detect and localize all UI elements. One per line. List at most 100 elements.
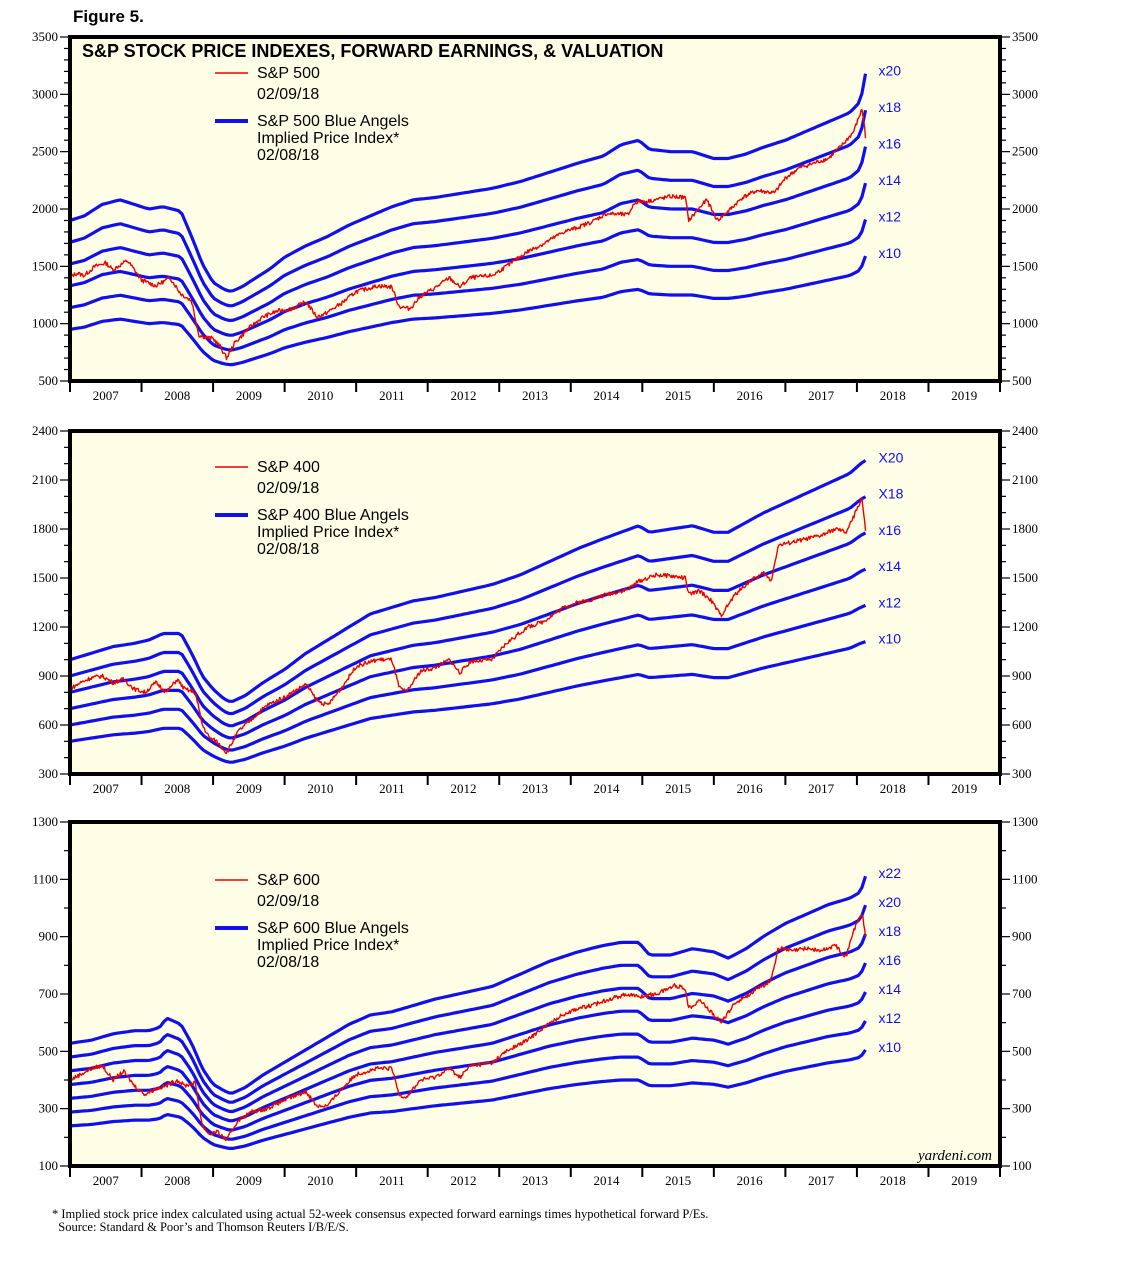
x-tick-label: 2009	[236, 781, 262, 796]
y-tick-label-left: 500	[39, 373, 59, 388]
legend-date-price: 02/09/18	[257, 893, 319, 910]
y-tick-label-right: 2000	[1012, 201, 1038, 216]
multiple-label: x18	[879, 99, 902, 115]
multiple-label: x10	[879, 245, 902, 261]
legend-label-implied-2: Implied Price Index*	[257, 524, 399, 541]
y-tick-label-right: 2100	[1012, 472, 1038, 487]
legend-label-implied: S&P 600 Blue Angels	[257, 920, 409, 937]
x-tick-label: 2007	[93, 388, 120, 403]
legend-label-implied-2: Implied Price Index*	[257, 937, 399, 954]
x-tick-label: 2007	[93, 781, 120, 796]
x-tick-label: 2012	[450, 1173, 476, 1188]
legend-date-price: 02/09/18	[257, 480, 319, 497]
y-tick-label-right: 1500	[1012, 570, 1038, 585]
x-tick-label: 2010	[307, 1173, 333, 1188]
plot-frame	[68, 429, 1002, 776]
x-tick-label: 2008	[164, 781, 190, 796]
y-tick-label-right: 1500	[1012, 258, 1038, 273]
y-tick-label-right: 1100	[1012, 871, 1038, 886]
x-tick-label: 2014	[594, 781, 621, 796]
x-tick-label: 2017	[808, 1173, 835, 1188]
multiple-label: x16	[879, 952, 902, 968]
implied-line-x12	[69, 603, 867, 752]
implied-line-x16	[69, 962, 867, 1123]
x-tick-label: 2010	[307, 781, 333, 796]
legend-date-implied: 02/08/18	[257, 147, 319, 164]
x-tick-label: 2012	[450, 781, 476, 796]
x-tick-label: 2013	[522, 388, 548, 403]
legend-label-price: S&P 600	[257, 872, 320, 889]
y-tick-label-left: 1000	[32, 316, 58, 331]
chart-panel-sp500: 500 500 1000 1000 1500 1500 2000 2000 2500 2500 30…	[32, 29, 1038, 403]
x-tick-label: 2011	[379, 388, 405, 403]
x-tick-label: 2018	[880, 781, 906, 796]
footnote-line-1: * Implied stock price index calculated u…	[52, 1207, 709, 1221]
x-tick-label: 2007	[93, 1173, 120, 1188]
y-tick-label-right: 600	[1012, 717, 1032, 732]
y-tick-label-left: 900	[39, 668, 59, 683]
chart-title: S&P STOCK PRICE INDEXES, FORWARD EARNING…	[82, 41, 663, 61]
y-tick-label-left: 300	[39, 766, 59, 781]
y-tick-label-right: 900	[1012, 929, 1032, 944]
y-tick-label-left: 900	[39, 929, 59, 944]
x-tick-label: 2014	[594, 388, 621, 403]
legend-label-price: S&P 400	[257, 459, 320, 476]
y-tick-label-right: 1300	[1012, 814, 1038, 829]
implied-line-x18	[69, 933, 867, 1114]
plot-area	[70, 431, 1000, 774]
x-tick-label: 2019	[951, 1173, 977, 1188]
multiple-label: x20	[879, 894, 902, 910]
x-tick-label: 2010	[307, 388, 333, 403]
y-tick-label-left: 2100	[32, 472, 58, 487]
x-tick-label: 2008	[164, 388, 190, 403]
watermark: yardeni.com	[916, 1148, 992, 1164]
y-tick-label-left: 3500	[32, 29, 58, 44]
multiple-label: x10	[879, 631, 902, 647]
chart-panel-sp400: 300 300 600 600 900 900 1200 1200 1500 1500 1800 18…	[32, 423, 1038, 796]
x-tick-label: 2016	[737, 781, 764, 796]
implied-line-x20	[69, 459, 867, 703]
y-tick-label-left: 300	[39, 1101, 59, 1116]
implied-line-x18	[69, 495, 867, 716]
multiple-label: x20	[879, 63, 902, 79]
x-tick-label: 2019	[951, 781, 977, 796]
implied-line-x10	[69, 255, 868, 367]
y-tick-label-right: 1200	[1012, 619, 1038, 634]
y-tick-label-right: 3000	[1012, 86, 1038, 101]
implied-line-x20	[69, 904, 868, 1104]
x-tick-label: 2018	[880, 1173, 906, 1188]
footnote-line-2: Source: Standard & Poor’s and Thomson Re…	[52, 1220, 349, 1234]
multiple-label: x14	[879, 981, 902, 997]
implied-line-x16	[69, 146, 868, 322]
legend-date-price: 02/09/18	[257, 86, 319, 103]
implied-line-x14	[69, 567, 867, 740]
y-tick-label-right: 900	[1012, 668, 1032, 683]
y-tick-label-left: 1300	[32, 814, 58, 829]
multiple-label: X18	[879, 486, 904, 502]
price-line	[69, 498, 867, 754]
plot-area	[70, 822, 1000, 1166]
legend-label-implied: S&P 400 Blue Angels	[257, 507, 409, 524]
y-tick-label-right: 500	[1012, 373, 1032, 388]
x-tick-label: 2013	[522, 781, 548, 796]
x-tick-label: 2011	[379, 781, 405, 796]
y-tick-label-left: 1500	[32, 570, 58, 585]
footnote: * Implied stock price index calculated u…	[52, 1208, 708, 1234]
implied-line-x20	[69, 73, 868, 293]
x-tick-label: 2015	[665, 388, 691, 403]
y-tick-label-right: 2400	[1012, 423, 1038, 438]
y-tick-label-right: 300	[1012, 1101, 1032, 1116]
price-line	[69, 109, 867, 361]
x-tick-label: 2012	[450, 388, 476, 403]
y-tick-label-left: 2400	[32, 423, 58, 438]
implied-line-x22	[69, 875, 868, 1095]
implied-line-x18	[69, 109, 868, 308]
multiple-label: x18	[879, 923, 902, 939]
y-tick-label-right: 100	[1012, 1158, 1032, 1173]
y-tick-label-left: 500	[39, 1043, 59, 1058]
multiple-label: X20	[879, 449, 904, 465]
legend-label-price: S&P 500	[257, 65, 320, 82]
y-tick-label-right: 1000	[1012, 316, 1038, 331]
price-line	[69, 914, 867, 1142]
x-tick-label: 2019	[951, 388, 977, 403]
